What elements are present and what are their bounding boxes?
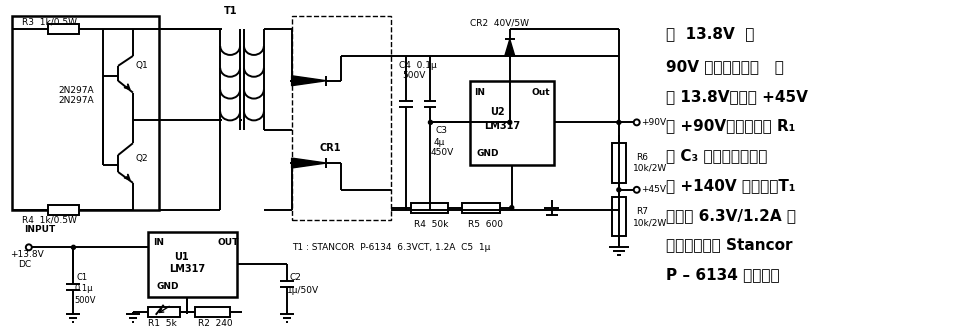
Circle shape [617, 188, 621, 192]
Circle shape [510, 206, 513, 210]
Text: Q2: Q2 [136, 154, 149, 163]
Text: Out: Out [532, 88, 550, 97]
Text: 10k/2W: 10k/2W [632, 218, 667, 227]
Text: U1: U1 [175, 252, 190, 262]
Text: C3: C3 [435, 126, 448, 135]
Text: R6: R6 [635, 153, 648, 162]
Bar [470, 81, 554, 165]
Text: 10k/2W: 10k/2W [632, 163, 667, 172]
Text: GND: GND [476, 149, 499, 158]
Bar [47, 24, 79, 34]
Text: T1: T1 [224, 6, 238, 16]
Text: C2: C2 [290, 273, 302, 282]
Text: IN: IN [153, 238, 163, 247]
Text: R7: R7 [635, 207, 648, 216]
Text: R1  5k: R1 5k [148, 319, 177, 328]
Text: 90V 的电源转换器   输: 90V 的电源转换器 输 [666, 59, 784, 74]
Text: 0.1μ: 0.1μ [74, 285, 93, 294]
Circle shape [428, 120, 432, 124]
Text: DC: DC [18, 260, 31, 269]
Text: 为 +140V 的电压。T₁: 为 +140V 的电压。T₁ [666, 178, 796, 193]
Text: IN: IN [474, 88, 485, 97]
Text: 从  13.8V  至: 从 13.8V 至 [666, 26, 755, 41]
Bar [612, 197, 626, 236]
Text: LM317: LM317 [484, 121, 520, 131]
Text: +13.8V: +13.8V [10, 250, 44, 259]
Text: CR2  40V/5W: CR2 40V/5W [470, 19, 529, 28]
Text: 500V: 500V [402, 71, 426, 80]
Circle shape [72, 245, 75, 249]
Text: U2: U2 [490, 108, 505, 118]
Text: 心抜头初级的 Stancor: 心抜头初级的 Stancor [666, 237, 793, 253]
Text: GND: GND [157, 283, 179, 292]
Polygon shape [505, 39, 514, 56]
Text: R4  1k/0.5W: R4 1k/0.5W [22, 215, 76, 224]
Text: 450V: 450V [430, 148, 454, 157]
Text: 1μ/50V: 1μ/50V [286, 287, 319, 296]
Bar [292, 16, 391, 219]
Text: +90V: +90V [641, 118, 666, 127]
Text: 500V: 500V [74, 296, 96, 305]
Text: R3  1k/0.5W: R3 1k/0.5W [22, 18, 76, 27]
Text: C4  0.1μ: C4 0.1μ [398, 61, 436, 70]
Bar [12, 16, 159, 210]
Text: 和 +90V。调节电阵 R₁: 和 +90V。调节电阵 R₁ [666, 119, 796, 133]
Bar [47, 205, 79, 215]
Text: INPUT: INPUT [24, 225, 55, 234]
Text: C1: C1 [76, 273, 88, 282]
Text: LM317: LM317 [168, 264, 205, 274]
Bar [195, 307, 230, 317]
Text: 在 C₃ 上可以产生最大: 在 C₃ 上可以产生最大 [666, 148, 768, 163]
Text: R2  240: R2 240 [198, 319, 233, 328]
Text: 入 13.8V，输出 +45V: 入 13.8V，输出 +45V [666, 89, 808, 104]
Circle shape [508, 120, 512, 124]
Bar [411, 203, 449, 213]
Bar [148, 307, 180, 317]
Text: R4  50k: R4 50k [414, 220, 448, 229]
Text: 是一个 6.3V/1.2A 中: 是一个 6.3V/1.2A 中 [666, 208, 797, 223]
Text: 4μ: 4μ [433, 138, 445, 147]
Text: P – 6134 变压器。: P – 6134 变压器。 [666, 267, 780, 282]
Text: OUT: OUT [218, 238, 239, 247]
Text: Q1: Q1 [136, 61, 149, 70]
Polygon shape [292, 76, 326, 86]
Text: 2N297A: 2N297A [59, 96, 94, 105]
Text: T1 : STANCOR  P-6134  6.3VCT, 1.2A  C5  1μ: T1 : STANCOR P-6134 6.3VCT, 1.2A C5 1μ [292, 243, 490, 252]
Polygon shape [292, 158, 326, 168]
Circle shape [617, 120, 621, 124]
Text: R5  600: R5 600 [468, 220, 503, 229]
Bar [612, 143, 626, 183]
Text: +45V: +45V [641, 185, 665, 194]
Bar [148, 232, 237, 297]
Text: CR1: CR1 [319, 143, 341, 153]
Bar [462, 203, 500, 213]
Text: 2N297A: 2N297A [59, 86, 94, 95]
